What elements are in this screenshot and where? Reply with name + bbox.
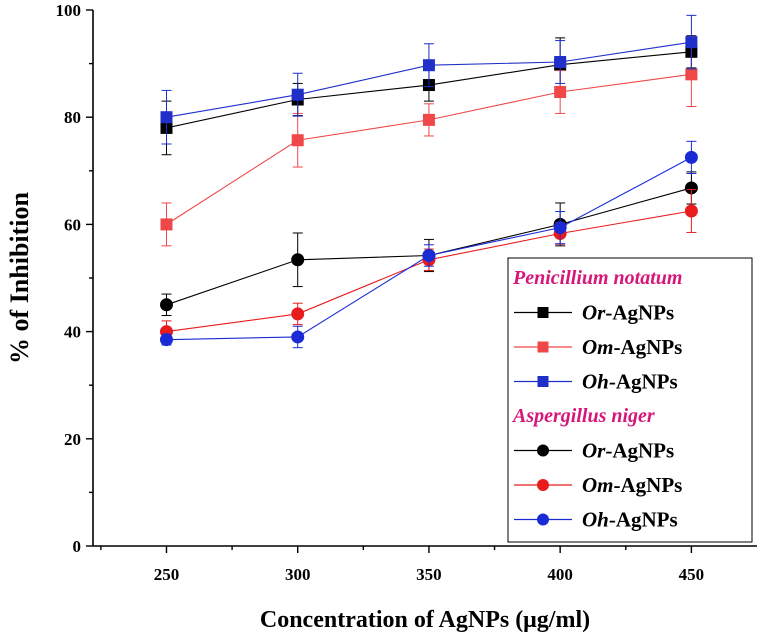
legend-marker: [537, 341, 549, 353]
y-tick-label: 60: [64, 215, 81, 234]
data-point-square: [422, 59, 435, 72]
legend-label-rest: -AgNPs: [605, 439, 674, 463]
y-tick-label: 80: [64, 108, 81, 127]
legend-label: Or-AgNPs: [582, 439, 674, 463]
data-point-circle: [291, 253, 305, 267]
y-tick-label: 0: [73, 537, 82, 556]
legend-label: Oh-AgNPs: [582, 370, 678, 394]
data-point-circle: [291, 307, 305, 321]
data-point-square: [685, 68, 698, 81]
data-point-square: [160, 111, 173, 124]
data-point-square: [160, 218, 173, 231]
y-axis-title: % of Inhibition: [5, 191, 34, 363]
legend-label: Om-AgNPs: [582, 473, 682, 497]
x-tick-label: 300: [285, 565, 311, 584]
legend-group-title: Penicillium notatum: [512, 267, 682, 289]
data-point-square: [291, 88, 304, 101]
legend-label: Om-AgNPs: [582, 335, 682, 359]
legend-marker: [537, 376, 549, 387]
x-tick-label: 350: [416, 565, 442, 584]
x-tick-label: 400: [547, 565, 573, 584]
axes: 250 300 350 400 450 0 20 40 60 80 100: [56, 1, 757, 584]
legend-marker: [537, 444, 549, 457]
legend-label: Or-AgNPs: [582, 301, 674, 325]
data-point-circle: [684, 181, 698, 195]
x-axis-title: Concentration of AgNPs (μg/ml): [260, 607, 590, 633]
legend: Penicillium notatumOr-AgNPsOm-AgNPsOh-Ag…: [507, 257, 753, 543]
y-tick-label: 20: [64, 430, 81, 449]
plot-area: [159, 14, 698, 349]
legend-label-italic: Om: [582, 473, 614, 497]
legend-marker: [537, 513, 549, 526]
legend-label-italic: Or: [582, 439, 606, 463]
legend-marker: [537, 307, 549, 318]
y-tick-label: 40: [64, 323, 81, 342]
legend-label: Oh-AgNPs: [582, 508, 678, 532]
legend-label-rest: -AgNPs: [605, 301, 674, 325]
x-tick-label: 450: [679, 565, 705, 584]
legend-label-italic: Om: [582, 335, 614, 359]
legend-group-title: Aspergillus niger: [511, 405, 655, 427]
data-point-circle: [684, 204, 698, 218]
data-point-circle: [553, 221, 567, 235]
legend-label-italic: Or: [582, 301, 606, 325]
data-point-circle: [159, 333, 173, 347]
legend-label-italic: Oh: [582, 508, 609, 532]
data-point-square: [554, 86, 567, 99]
legend-box: [507, 257, 753, 543]
data-point-circle: [422, 248, 436, 262]
data-point-circle: [159, 298, 173, 312]
data-point-circle: [684, 150, 698, 164]
data-point-circle: [291, 330, 305, 344]
legend-label-italic: Oh: [582, 370, 609, 394]
legend-label-rest: -AgNPs: [614, 473, 683, 497]
legend-label-rest: -AgNPs: [609, 370, 678, 394]
data-point-square: [554, 55, 567, 68]
data-point-square: [422, 113, 435, 126]
legend-label-rest: -AgNPs: [609, 508, 678, 532]
y-tick-label: 100: [56, 1, 82, 20]
data-point-square: [685, 36, 698, 49]
legend-label-rest: -AgNPs: [614, 335, 683, 359]
data-point-square: [291, 134, 304, 147]
x-tick-label: 250: [154, 565, 180, 584]
legend-marker: [537, 479, 549, 491]
